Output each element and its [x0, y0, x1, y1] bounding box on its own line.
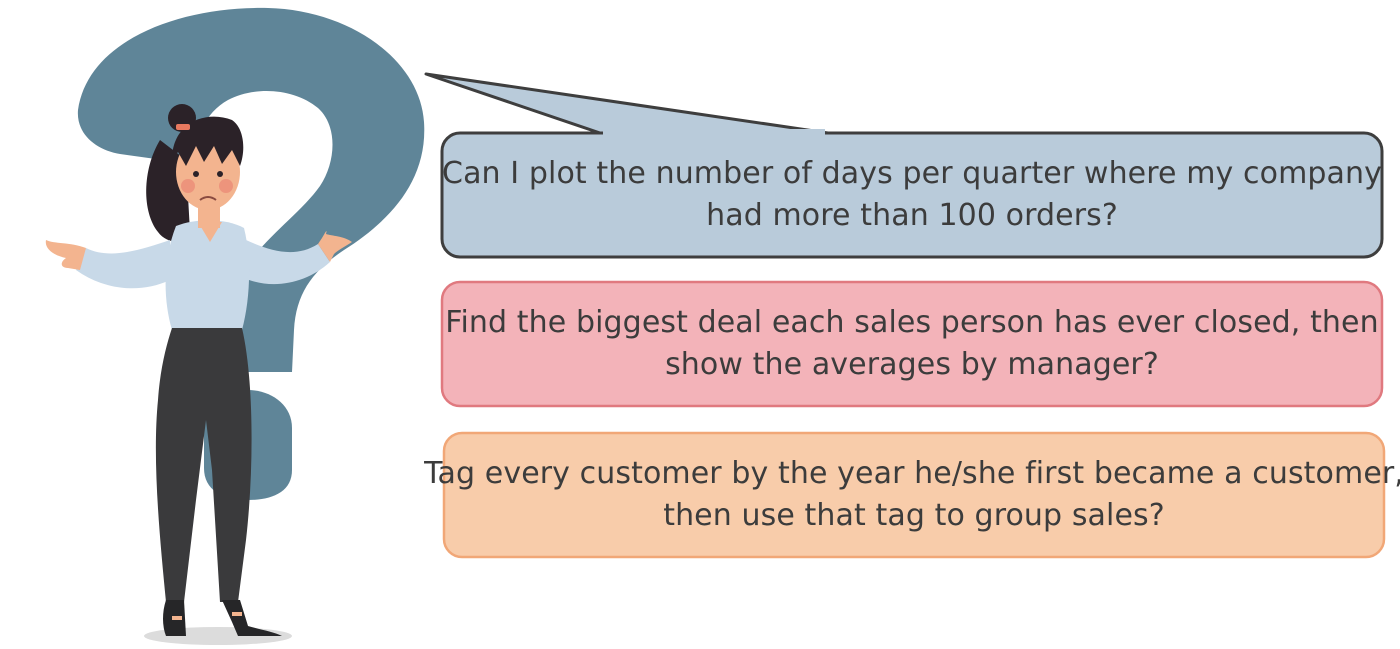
question-2-line-1: Find the biggest deal each sales person … — [445, 305, 1379, 340]
question-text-2: Find the biggest deal each sales person … — [442, 282, 1382, 406]
question-bubble-1 — [440, 131, 1384, 259]
question-3-line-1: Tag every customer by the year he/she fi… — [424, 456, 1400, 491]
confused-woman-shrugging-icon — [45, 104, 352, 645]
question-bubble-3 — [442, 431, 1386, 559]
speech-bubble-joint — [603, 129, 825, 135]
question-3-line-2: then use that tag to group sales? — [663, 498, 1165, 533]
question-1-line-1: Can I plot the number of days per quarte… — [442, 156, 1382, 191]
question-text-3: Tag every customer by the year he/she fi… — [424, 433, 1400, 557]
speech-bubble-tail — [424, 72, 829, 135]
question-bubble-2 — [440, 280, 1384, 408]
question-text-1: Can I plot the number of days per quarte… — [442, 133, 1382, 257]
question-1-line-2: had more than 100 orders? — [706, 198, 1118, 233]
question-2-line-2: show the averages by manager? — [665, 347, 1159, 382]
